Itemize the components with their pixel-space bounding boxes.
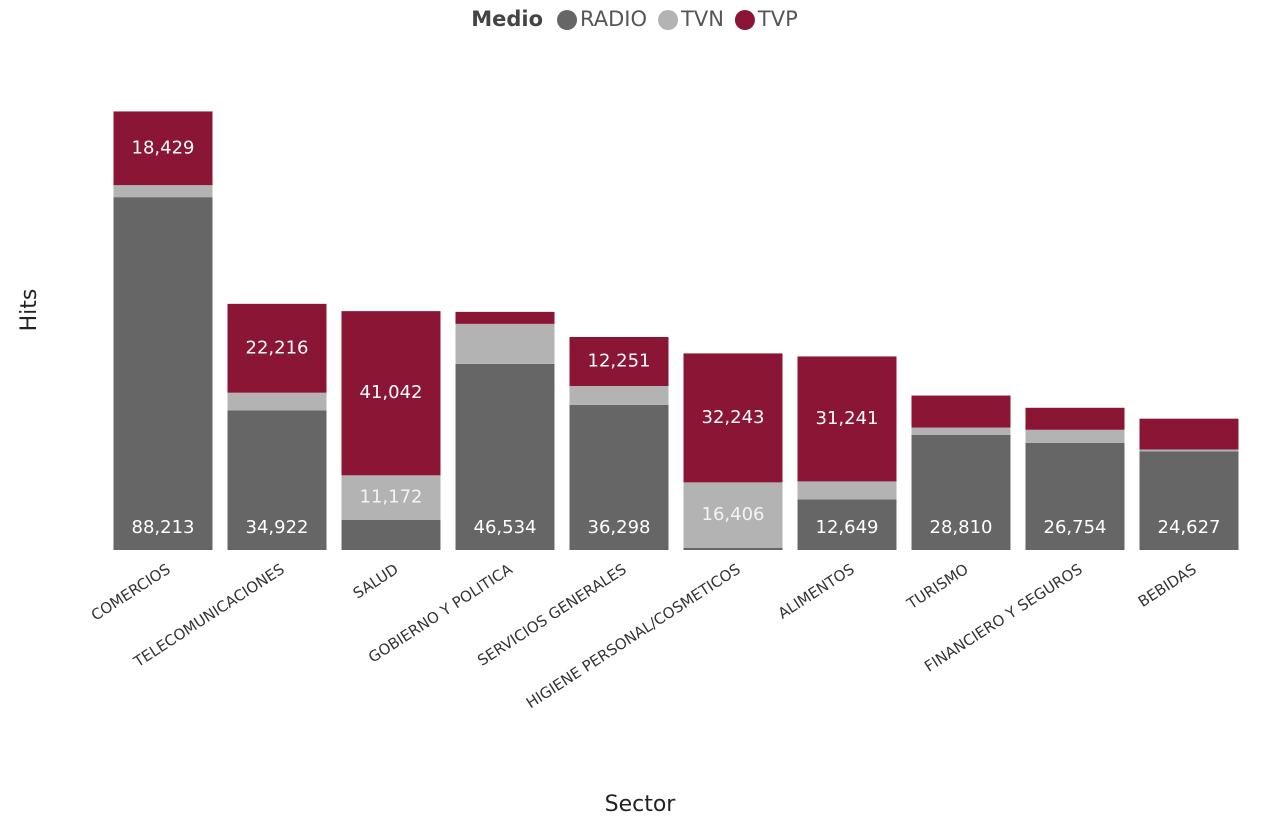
data-label: 16,406 <box>702 504 765 525</box>
x-tick-label: COMERCIOS <box>88 560 174 624</box>
x-tick-label: BEBIDAS <box>1135 560 1200 611</box>
bar-segment <box>1025 429 1125 443</box>
x-tick-label: ALIMENTOS <box>775 560 858 623</box>
bar-segment <box>341 475 441 520</box>
bar-segment <box>227 303 327 393</box>
data-label: 22,216 <box>246 337 309 358</box>
bar-segment <box>1139 418 1239 450</box>
y-axis-title: Hits <box>17 289 42 332</box>
legend-marker <box>734 10 755 30</box>
data-label: 26,754 <box>1044 517 1107 538</box>
bar-segment <box>1139 451 1239 550</box>
data-label: 88,213 <box>132 517 195 538</box>
legend-marker <box>557 10 578 30</box>
data-label: 18,429 <box>132 137 195 158</box>
bar-segment <box>569 386 669 405</box>
legend-title: Medio <box>471 7 543 31</box>
legend-label: TVP <box>757 7 798 31</box>
data-label: 28,810 <box>930 517 993 538</box>
bar-segment <box>1025 407 1125 430</box>
bar-segment <box>911 427 1011 435</box>
bar-segment <box>797 481 897 500</box>
data-label: 12,649 <box>816 517 879 538</box>
bar-segment <box>227 392 327 411</box>
bar-segment <box>683 548 783 550</box>
data-label: 32,243 <box>702 407 765 428</box>
data-label: 34,922 <box>246 517 309 538</box>
bar-segment <box>113 197 213 550</box>
bar-segment <box>1139 449 1239 452</box>
legend-marker <box>658 10 679 30</box>
data-label: 24,627 <box>1158 517 1221 538</box>
bar-segment <box>569 404 669 550</box>
bar-segment <box>911 434 1011 550</box>
legend: Medio RADIO TVN TVP <box>471 7 798 31</box>
bar-segment <box>911 395 1011 428</box>
data-label: 36,298 <box>588 517 651 538</box>
bar-segment <box>455 363 555 550</box>
bar-segment <box>113 185 213 198</box>
bar-segment <box>455 323 555 364</box>
bar-segment <box>113 111 213 186</box>
bar-segment <box>341 311 441 476</box>
x-tick-label: HIGIENE PERSONAL/COSMETICOS <box>523 560 744 712</box>
data-label: 41,042 <box>360 382 423 403</box>
legend-label: TVN <box>680 7 724 31</box>
data-label: 46,534 <box>474 517 537 538</box>
bar-segment <box>797 499 897 550</box>
x-tick-label: TURISMO <box>903 560 972 613</box>
bar-segment <box>683 353 783 483</box>
bar-segment <box>569 337 669 387</box>
data-label: 31,241 <box>816 408 879 429</box>
bar-segment <box>341 520 441 550</box>
bar-segment <box>1025 442 1125 550</box>
legend-label: RADIO <box>580 7 647 31</box>
data-label: 12,251 <box>588 351 651 372</box>
bar-segment <box>455 311 555 324</box>
x-axis-title: Sector <box>605 792 677 817</box>
bar-segment <box>797 356 897 482</box>
bar-segment <box>683 482 783 548</box>
x-tick-label: SALUD <box>350 560 402 602</box>
data-label: 11,172 <box>360 487 423 508</box>
bar-segment <box>227 410 327 550</box>
